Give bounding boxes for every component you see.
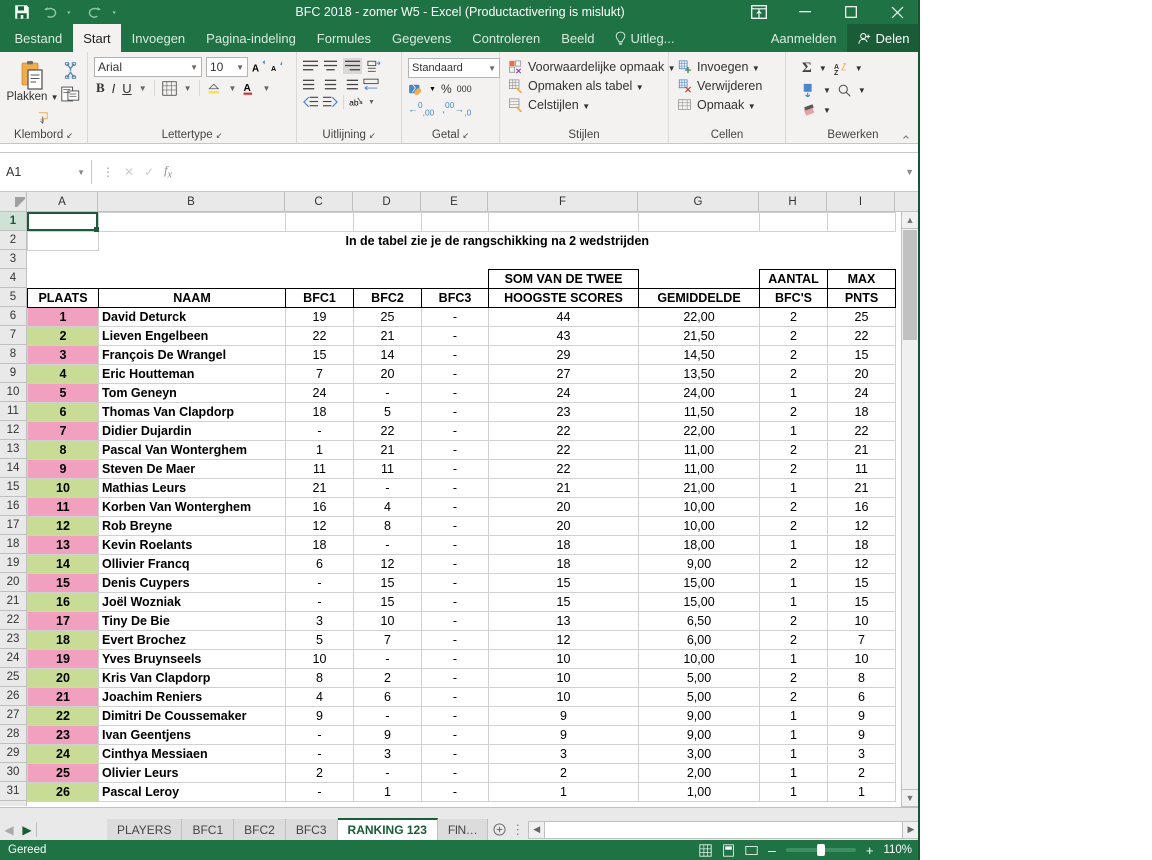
svg-text:A: A	[244, 83, 252, 94]
svg-text:Z: Z	[834, 70, 839, 76]
svg-text:A: A	[252, 63, 259, 74]
svg-text:ab: ab	[349, 97, 359, 107]
svg-text:A: A	[271, 64, 276, 72]
